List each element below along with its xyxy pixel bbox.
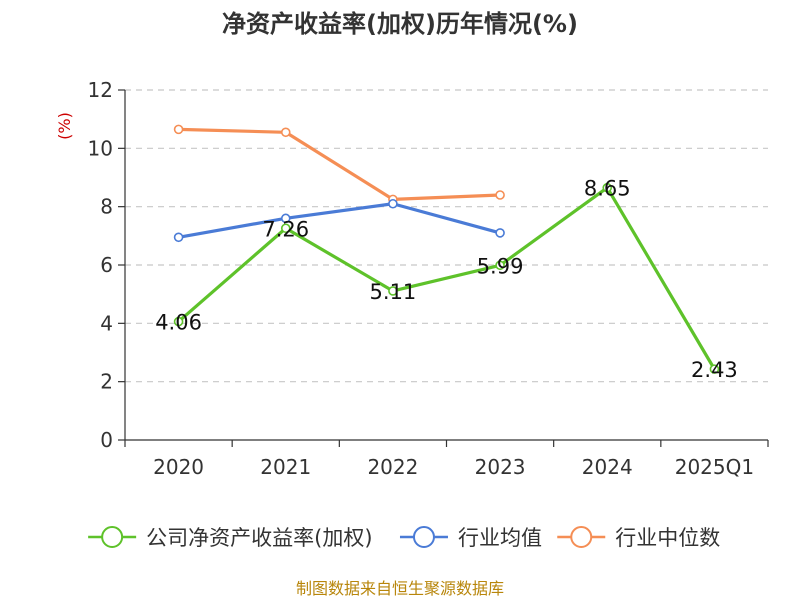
- data-label: 2.43: [691, 358, 738, 382]
- data-point: [280, 213, 291, 224]
- y-tick-label: 8: [100, 195, 113, 219]
- chart-title: 净资产收益率(加权)历年情况(%): [222, 10, 578, 38]
- data-point: [388, 286, 398, 296]
- data-point: [173, 316, 184, 327]
- data-point: [280, 223, 291, 234]
- x-tick-label: 2023: [475, 455, 526, 479]
- source-note: 制图数据来自恒生聚源数据库: [296, 579, 504, 598]
- legend[interactable]: 公司净资产收益率(加权) 行业均值 行业中位数: [88, 526, 720, 550]
- data-point: [388, 198, 398, 209]
- legend-swatch-marker: [570, 526, 593, 548]
- y-tick-label: 4: [100, 311, 113, 335]
- data-label: 5.99: [477, 254, 524, 278]
- legend-label: 行业中位数: [615, 526, 720, 550]
- series-group: [173, 124, 720, 374]
- legend-item[interactable]: 行业均值: [399, 526, 542, 550]
- legend-swatch-marker: [412, 526, 435, 548]
- x-tick-label: 2021: [260, 455, 311, 479]
- data-point: [173, 232, 184, 243]
- legend-label: 行业均值: [458, 526, 542, 550]
- x-tick-label: 2020: [153, 455, 204, 479]
- legend-item[interactable]: 公司净资产收益率(加权): [88, 526, 373, 550]
- y-tick-label: 12: [88, 78, 113, 102]
- y-tick-label: 10: [88, 136, 113, 160]
- series-line: [176, 127, 502, 201]
- data-label: 4.06: [155, 311, 202, 335]
- data-point: [495, 260, 505, 271]
- x-tick-label: 2025Q1: [675, 455, 754, 479]
- x-tick-label: 2024: [582, 455, 633, 479]
- y-axis-unit-label: (%): [55, 112, 74, 140]
- axes: 0 2 4 6 8 10 12 2020 2021 2022 2023 2024 2025Q1: [88, 78, 769, 479]
- data-point: [495, 190, 505, 200]
- data-point: [173, 124, 184, 135]
- y-tick-label: 0: [100, 428, 113, 452]
- data-point: [495, 228, 505, 238]
- data-label: 5.11: [370, 280, 417, 304]
- series-line: [176, 186, 717, 371]
- legend-item[interactable]: 行业中位数: [557, 526, 720, 550]
- data-label: 7.26: [262, 217, 309, 241]
- data-labels: 4.06 7.26 5.11 5.99 8.65 2.43: [155, 177, 738, 382]
- data-point: [280, 127, 291, 138]
- y-tick-label: 2: [100, 370, 113, 394]
- data-label: 8.65: [584, 177, 631, 201]
- y-tick-label: 6: [100, 253, 113, 277]
- data-point: [602, 182, 613, 193]
- legend-swatch-marker: [101, 526, 124, 548]
- series-line: [176, 202, 502, 239]
- grid-lines: [125, 89, 768, 383]
- legend-label: 公司净资产收益率(加权): [146, 526, 372, 550]
- x-tick-label: 2022: [367, 455, 418, 479]
- data-point: [709, 364, 720, 374]
